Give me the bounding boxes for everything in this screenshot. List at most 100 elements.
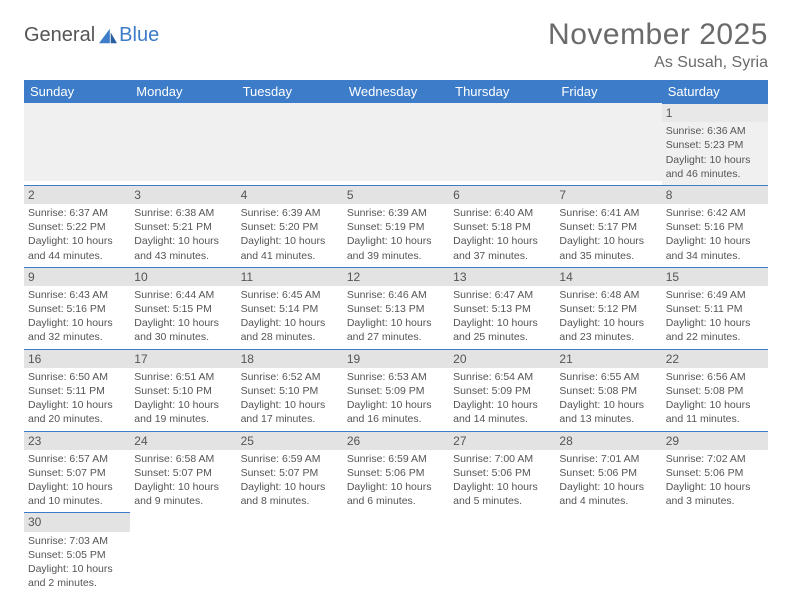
day-number: 30 bbox=[24, 513, 130, 531]
daylight-text: Daylight: 10 hours bbox=[134, 398, 232, 412]
sunset-text: Sunset: 5:21 PM bbox=[134, 220, 232, 234]
sunrise-text: Sunrise: 6:44 AM bbox=[134, 288, 232, 302]
day-cell: 29Sunrise: 7:02 AMSunset: 5:06 PMDayligh… bbox=[662, 431, 768, 513]
sunrise-text: Sunrise: 6:57 AM bbox=[28, 452, 126, 466]
sunrise-text: Sunrise: 6:47 AM bbox=[453, 288, 551, 302]
day-number: 27 bbox=[449, 432, 555, 450]
day-cell: 6Sunrise: 6:40 AMSunset: 5:18 PMDaylight… bbox=[449, 185, 555, 267]
daylight-text: Daylight: 10 hours bbox=[666, 398, 764, 412]
day-number: 17 bbox=[130, 350, 236, 368]
daylight-text: and 43 minutes. bbox=[134, 249, 232, 263]
day-cell: 5 Sunrise: 6:39 AMSunset: 5:19 PMDaylight… bbox=[343, 185, 449, 267]
daylight-text: and 19 minutes. bbox=[134, 412, 232, 426]
day-number: 28 bbox=[555, 432, 661, 450]
location: As Susah, Syria bbox=[548, 54, 768, 72]
sunset-text: Sunset: 5:19 PM bbox=[347, 220, 445, 234]
sunset-text: Sunset: 5:16 PM bbox=[28, 302, 126, 316]
daylight-text: Daylight: 10 hours bbox=[453, 398, 551, 412]
daylight-text: and 37 minutes. bbox=[453, 249, 551, 263]
logo-text-blue: Blue bbox=[119, 24, 159, 47]
daylight-text: Daylight: 10 hours bbox=[347, 480, 445, 494]
daylight-text: and 14 minutes. bbox=[453, 412, 551, 426]
day-number: 7 bbox=[555, 186, 661, 204]
day-cell: 30Sunrise: 7:03 AMSunset: 5:05 PMDayligh… bbox=[24, 512, 130, 594]
daylight-text: and 20 minutes. bbox=[28, 412, 126, 426]
daylight-text: and 34 minutes. bbox=[666, 249, 764, 263]
day-cell: 28Sunrise: 7:01 AMSunset: 5:06 PMDayligh… bbox=[555, 431, 661, 513]
sunset-text: Sunset: 5:06 PM bbox=[347, 466, 445, 480]
daylabel-sunday: Sunday bbox=[24, 80, 130, 103]
daylight-text: Daylight: 10 hours bbox=[666, 316, 764, 330]
daylight-text: and 28 minutes. bbox=[241, 330, 339, 344]
sunrise-text: Sunrise: 6:59 AM bbox=[241, 452, 339, 466]
day-number: 13 bbox=[449, 268, 555, 286]
day-cell: 16Sunrise: 6:50 AMSunset: 5:11 PMDayligh… bbox=[24, 349, 130, 431]
sunrise-text: Sunrise: 6:50 AM bbox=[28, 370, 126, 384]
daylight-text: Daylight: 10 hours bbox=[666, 153, 764, 167]
daylight-text: Daylight: 10 hours bbox=[666, 234, 764, 248]
day-cell: 14Sunrise: 6:48 AMSunset: 5:12 PMDayligh… bbox=[555, 267, 661, 349]
daylight-text: and 44 minutes. bbox=[28, 249, 126, 263]
daylight-text: and 6 minutes. bbox=[347, 494, 445, 508]
daylight-text: and 13 minutes. bbox=[559, 412, 657, 426]
daylight-text: and 17 minutes. bbox=[241, 412, 339, 426]
day-cell: 13Sunrise: 6:47 AMSunset: 5:13 PMDayligh… bbox=[449, 267, 555, 349]
daylight-text: Daylight: 10 hours bbox=[347, 316, 445, 330]
day-number: 26 bbox=[343, 432, 449, 450]
daylabel-wednesday: Wednesday bbox=[343, 80, 449, 103]
daylight-text: and 23 minutes. bbox=[559, 330, 657, 344]
daylight-text: Daylight: 10 hours bbox=[241, 316, 339, 330]
day-cell: 3Sunrise: 6:38 AMSunset: 5:21 PMDaylight… bbox=[130, 185, 236, 267]
sunset-text: Sunset: 5:08 PM bbox=[559, 384, 657, 398]
day-cell: 27Sunrise: 7:00 AMSunset: 5:06 PMDayligh… bbox=[449, 431, 555, 513]
daylight-text: and 32 minutes. bbox=[28, 330, 126, 344]
logo-text-general: General bbox=[24, 24, 95, 47]
daylight-text: Daylight: 10 hours bbox=[347, 234, 445, 248]
daylabel-monday: Monday bbox=[130, 80, 236, 103]
day-number: 9 bbox=[24, 268, 130, 286]
sunset-text: Sunset: 5:08 PM bbox=[666, 384, 764, 398]
day-cell: 25Sunrise: 6:59 AMSunset: 5:07 PMDayligh… bbox=[237, 431, 343, 513]
day-cell: 23Sunrise: 6:57 AMSunset: 5:07 PMDayligh… bbox=[24, 431, 130, 513]
day-number: 8 bbox=[662, 186, 768, 204]
header: General Blue November 2025 As Susah, Syr… bbox=[24, 18, 768, 72]
daylight-text: and 25 minutes. bbox=[453, 330, 551, 344]
sunset-text: Sunset: 5:06 PM bbox=[453, 466, 551, 480]
sunrise-text: Sunrise: 6:42 AM bbox=[666, 206, 764, 220]
sunset-text: Sunset: 5:09 PM bbox=[453, 384, 551, 398]
sunset-text: Sunset: 5:07 PM bbox=[134, 466, 232, 480]
sunrise-text: Sunrise: 6:39 AM bbox=[347, 206, 445, 220]
daylight-text: Daylight: 10 hours bbox=[559, 480, 657, 494]
sunrise-text: Sunrise: 6:55 AM bbox=[559, 370, 657, 384]
sunset-text: Sunset: 5:10 PM bbox=[241, 384, 339, 398]
daylight-text: and 35 minutes. bbox=[559, 249, 657, 263]
sail-icon bbox=[97, 27, 119, 45]
sunrise-text: Sunrise: 7:01 AM bbox=[559, 452, 657, 466]
day-cell: 10Sunrise: 6:44 AMSunset: 5:15 PMDayligh… bbox=[130, 267, 236, 349]
day-cell: 11Sunrise: 6:45 AMSunset: 5:14 PMDayligh… bbox=[237, 267, 343, 349]
day-number: 23 bbox=[24, 432, 130, 450]
day-number: 5 bbox=[343, 186, 449, 204]
daylight-text: Daylight: 10 hours bbox=[28, 480, 126, 494]
sunrise-text: Sunrise: 6:51 AM bbox=[134, 370, 232, 384]
day-cell: 24Sunrise: 6:58 AMSunset: 5:07 PMDayligh… bbox=[130, 431, 236, 513]
daylight-text: Daylight: 10 hours bbox=[134, 480, 232, 494]
day-cell: 8Sunrise: 6:42 AMSunset: 5:16 PMDaylight… bbox=[662, 185, 768, 267]
daylight-text: Daylight: 10 hours bbox=[28, 398, 126, 412]
daylabel-saturday: Saturday bbox=[662, 80, 768, 103]
daylight-text: and 8 minutes. bbox=[241, 494, 339, 508]
day-number: 25 bbox=[237, 432, 343, 450]
daylabel-friday: Friday bbox=[555, 80, 661, 103]
daylight-text: and 27 minutes. bbox=[347, 330, 445, 344]
sunset-text: Sunset: 5:18 PM bbox=[453, 220, 551, 234]
daylight-text: Daylight: 10 hours bbox=[559, 316, 657, 330]
day-cell: 21Sunrise: 6:55 AMSunset: 5:08 PMDayligh… bbox=[555, 349, 661, 431]
daylight-text: Daylight: 10 hours bbox=[241, 234, 339, 248]
day-number: 15 bbox=[662, 268, 768, 286]
sunset-text: Sunset: 5:12 PM bbox=[559, 302, 657, 316]
daylight-text: and 39 minutes. bbox=[347, 249, 445, 263]
title-block: November 2025 As Susah, Syria bbox=[548, 18, 768, 72]
day-cell: 20Sunrise: 6:54 AMSunset: 5:09 PMDayligh… bbox=[449, 349, 555, 431]
daylight-text: Daylight: 10 hours bbox=[28, 562, 126, 576]
day-cell: 9Sunrise: 6:43 AMSunset: 5:16 PMDaylight… bbox=[24, 267, 130, 349]
